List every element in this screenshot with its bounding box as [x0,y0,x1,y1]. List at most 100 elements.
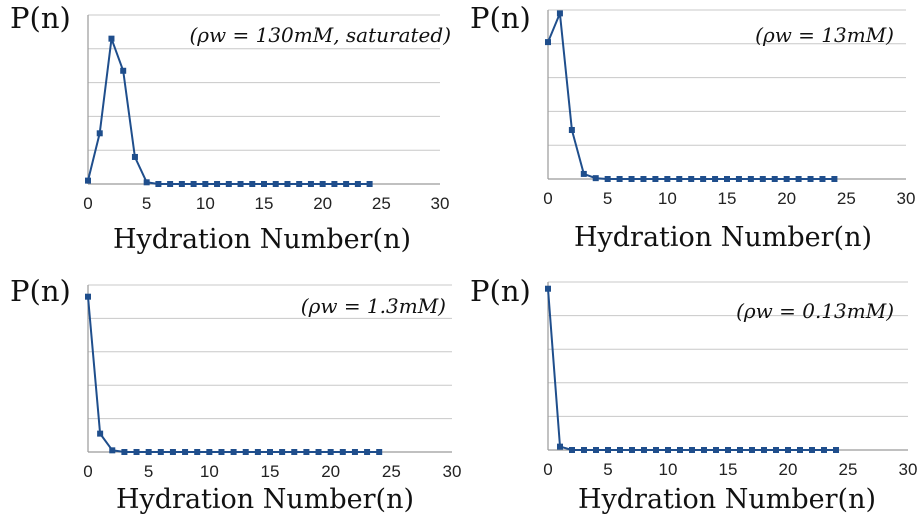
data-point [616,176,623,182]
data-point [97,430,104,437]
x-tick-label: 0 [543,189,552,208]
x-tick-label: 10 [658,189,677,208]
y-axis-label: P(n) [470,274,531,308]
data-point [713,447,719,453]
data-point [319,181,326,187]
data-point [545,39,551,46]
data-point [351,449,358,455]
data-point [593,447,599,453]
data-point [664,176,671,182]
data-point [617,447,623,453]
data-point [143,179,150,186]
condition-annotation: (ρw = 13mM) [755,23,894,47]
data-point [773,447,779,453]
data-point [795,176,802,182]
x-tick-label: 25 [839,460,858,479]
data-point [327,449,334,455]
data-point [759,176,766,182]
data-point [665,447,671,453]
data-point [821,447,827,453]
data-point [783,176,790,182]
x-tick-label: 5 [603,460,612,479]
data-point [568,126,575,133]
data-point [749,447,755,453]
data-point [108,35,115,42]
series-line [87,37,370,185]
data-point [296,181,303,187]
data-point [581,447,587,453]
data-point [653,447,659,453]
data-point [724,176,730,182]
data-point [214,181,221,187]
data-point [315,449,322,455]
x-tick-label: 30 [431,194,450,213]
x-axis-label: Hydration Number(n) [113,224,411,255]
data-point [145,449,152,455]
data-point [133,449,140,455]
data-point [366,181,373,187]
series-line [87,296,380,453]
data-point [279,449,286,455]
x-axis-label: Hydration Number(n) [574,222,872,253]
data-point [202,181,209,187]
data-point [120,67,127,74]
data-point [182,449,189,455]
x-tick-label: 15 [718,189,737,208]
x-tick-label: 30 [897,189,916,208]
data-point [628,176,635,182]
data-point [155,181,162,187]
data-point [354,181,361,187]
data-point [831,176,838,182]
data-point [291,449,298,455]
data-point [109,447,116,454]
data-point [712,176,719,182]
data-point [206,449,213,455]
data-point [545,285,551,292]
data-point [809,447,815,453]
data-point [85,293,91,300]
x-tick-label: 10 [196,194,215,213]
data-point [85,177,91,184]
data-point [604,176,611,182]
data-point [569,447,575,453]
data-point [272,181,279,187]
data-point [700,176,707,182]
x-tick-label: 20 [777,189,796,208]
data-point [580,170,587,177]
data-point [376,449,383,455]
x-axis-label: Hydration Number(n) [116,484,414,515]
data-point [169,449,176,455]
data-point [261,181,267,187]
x-tick-label: 20 [321,462,340,481]
x-tick-label: 25 [372,194,391,213]
data-point [761,447,767,453]
x-tick-label: 0 [83,462,92,481]
data-point [737,447,743,453]
data-point [640,176,647,182]
y-axis-label: P(n) [10,274,71,308]
data-point [237,181,244,187]
data-point [833,447,839,453]
data-point [194,449,201,455]
data-point [771,176,778,182]
x-tick-label: 5 [603,189,612,208]
x-tick-label: 10 [200,462,219,481]
x-tick-label: 5 [142,194,151,213]
data-point [121,449,128,455]
data-point [689,447,695,453]
data-point [254,449,261,455]
data-point [735,176,742,182]
data-point [797,447,803,453]
data-point [725,447,731,453]
panel-bottom-right: 0 5 10 15 20 25 30 P(n) Hydration Number(n) (ρw =… [470,274,917,515]
panel-top-left: 0 5 10 15 20 25 30 P(n) Hydration Number(n) (ρw =… [10,1,451,255]
data-point [249,181,256,187]
data-point [225,181,232,187]
data-point [701,447,707,453]
data-point [785,447,791,453]
data-point [592,175,599,182]
x-tick-label: 20 [779,460,798,479]
data-point [747,176,754,182]
data-point [331,181,338,187]
